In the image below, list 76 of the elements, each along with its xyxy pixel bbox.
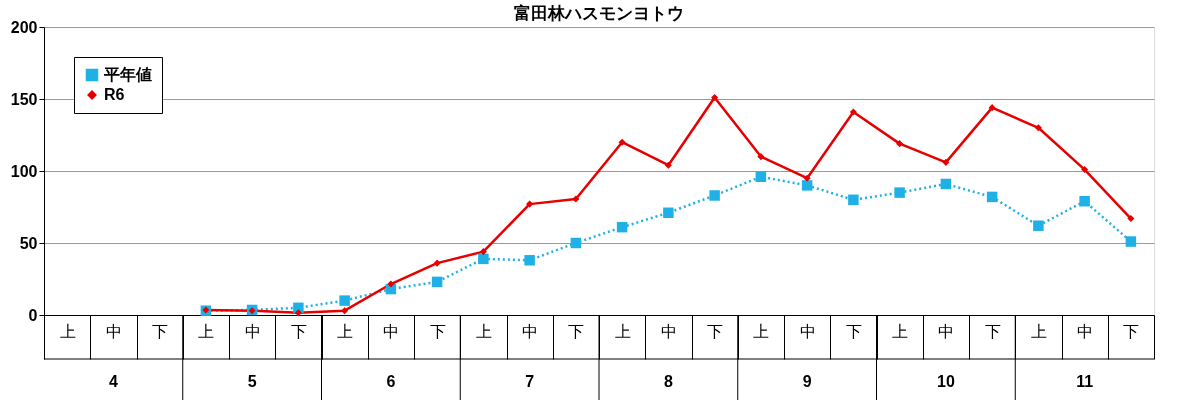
point [339, 295, 350, 306]
point [524, 255, 535, 266]
x-tick-label: 上 [337, 322, 354, 340]
y-tick-label: 0 [28, 306, 38, 324]
point [1081, 166, 1089, 174]
point [942, 158, 950, 166]
point [757, 153, 765, 161]
point [572, 195, 580, 203]
point [849, 108, 857, 116]
point [526, 200, 534, 208]
point [986, 191, 998, 203]
point [616, 221, 628, 233]
point [341, 307, 349, 315]
point [431, 276, 443, 288]
y-tick-label: 50 [19, 234, 38, 252]
point [479, 248, 487, 256]
point [711, 94, 719, 102]
x-tick-label: 下 [429, 322, 446, 340]
x-tick-label: 上 [475, 322, 492, 340]
text: 7 [525, 373, 535, 390]
point [803, 174, 811, 182]
y-tick-label: 100 [10, 162, 38, 180]
point [1033, 220, 1044, 231]
chart-title: 富田林ハスモンヨトウ [514, 4, 684, 23]
point [1034, 124, 1042, 132]
x-tick-label: 中 [799, 322, 816, 340]
point [664, 161, 672, 169]
point [294, 309, 302, 317]
point [988, 104, 996, 112]
point [709, 190, 720, 201]
point [478, 253, 489, 265]
x-tick-label: 下 [1123, 322, 1140, 340]
x-tick-label: 中 [244, 322, 261, 340]
point [387, 280, 395, 288]
x-tick-label: 中 [1077, 322, 1094, 340]
x-tick-label: 上 [753, 322, 770, 340]
point [755, 171, 767, 182]
x-tick-label: 下 [152, 322, 169, 340]
point [1079, 196, 1090, 207]
point [896, 140, 904, 148]
text: 10 [936, 373, 955, 390]
x-tick-label: 下 [984, 322, 1001, 340]
point [663, 207, 674, 218]
text: 4 [108, 373, 118, 390]
x-tick-label: 中 [938, 322, 955, 340]
x-tick-label: 上 [614, 322, 631, 340]
y-tick-label: 150 [10, 90, 38, 108]
point [618, 138, 626, 146]
y-tick-label: 200 [10, 18, 38, 36]
point [433, 259, 441, 267]
x-tick-label: 中 [105, 322, 122, 340]
legend-label: 平年値 [103, 66, 152, 83]
text: 11 [1076, 373, 1094, 390]
text: 9 [802, 373, 812, 390]
x-tick-label: 中 [383, 322, 400, 340]
x-tick-label: 上 [59, 322, 76, 340]
text: 6 [386, 373, 396, 390]
point [570, 237, 582, 249]
x-tick-label: 下 [845, 322, 862, 340]
point [1127, 214, 1135, 223]
text: 5 [247, 373, 257, 390]
x-tick-label: 中 [660, 322, 677, 340]
legend-label: R6 [104, 86, 125, 103]
x-tick-label: 上 [1030, 322, 1047, 340]
x-tick-label: 下 [707, 322, 724, 340]
x-tick-label: 中 [522, 322, 539, 340]
x-tick-label: 上 [892, 322, 909, 340]
point [940, 178, 952, 190]
text: 8 [663, 373, 673, 390]
x-tick-label: 上 [198, 322, 215, 340]
point [848, 194, 859, 206]
point [801, 180, 813, 191]
point [1125, 236, 1137, 247]
x-tick-label: 下 [568, 322, 585, 340]
point [894, 187, 905, 198]
x-tick-label: 下 [290, 322, 307, 340]
